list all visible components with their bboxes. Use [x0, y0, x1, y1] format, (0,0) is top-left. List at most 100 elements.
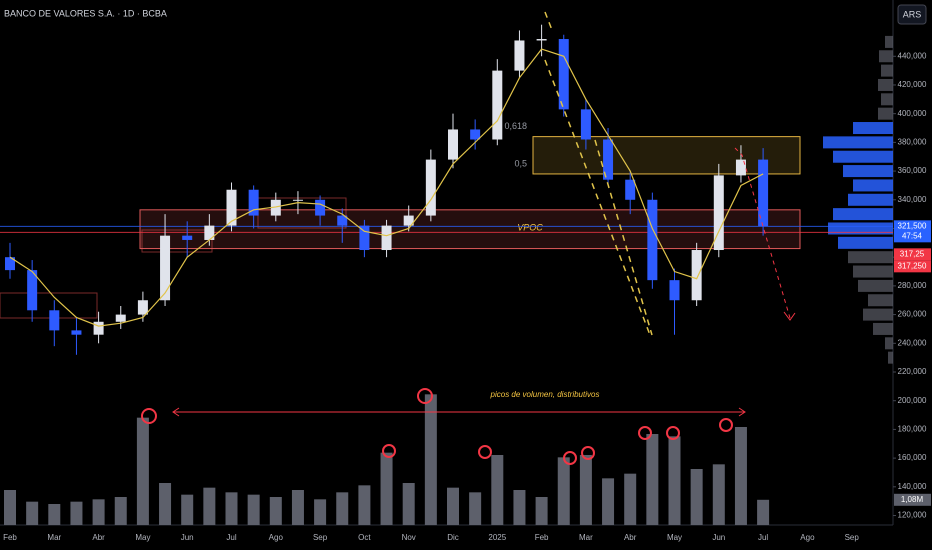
candle-body: [5, 257, 15, 271]
candle-body: [204, 225, 215, 240]
countdown: 47:54: [902, 231, 923, 240]
plot: 0,618 0,5 VPOC: [0, 24, 893, 525]
candle-body: [758, 159, 769, 227]
y-tick-label: 180,000: [898, 425, 927, 434]
x-tick-label: Jul: [758, 533, 768, 542]
volume-bar: [624, 473, 637, 525]
volume-bar: [48, 504, 61, 525]
y-tick-label: 280,000: [898, 281, 927, 290]
volume-bar: [734, 427, 747, 525]
currency-box[interactable]: [897, 4, 927, 25]
old-box: [0, 292, 98, 319]
y-tick-label: 240,000: [898, 338, 927, 347]
candle-body: [625, 179, 636, 200]
candle-body: [580, 109, 591, 140]
candle-body: [182, 235, 193, 240]
x-tick-label: Jun: [181, 533, 194, 542]
chart-title: BANCO DE VALORES S.A. · 1D · BCBA: [4, 8, 167, 18]
volume-circles: [141, 388, 733, 465]
reference-label-bg: [894, 260, 931, 273]
candle-body: [226, 189, 237, 226]
circle: [719, 418, 733, 432]
volume-bar: [114, 497, 127, 525]
candle-body: [492, 70, 503, 140]
volume-bar: [70, 501, 83, 525]
x-tick-label: Sep: [313, 533, 328, 542]
x-tick-label: Sep: [845, 533, 860, 542]
volume-bar: [203, 487, 216, 525]
y-tick-label: 140,000: [898, 482, 927, 491]
volume-label: 1,08M: [901, 495, 924, 504]
profile-bar: [848, 251, 893, 264]
profile-bar: [885, 337, 893, 350]
x-tick-label: Mar: [579, 533, 593, 542]
y-tick-label: 380,000: [898, 137, 927, 146]
profile-bar: [853, 179, 893, 192]
reference-badge-bg: [894, 248, 931, 261]
volume-bar: [92, 499, 105, 525]
profile-bar: [881, 64, 893, 77]
y-tick-label: 340,000: [898, 195, 927, 204]
candle-body: [248, 189, 259, 216]
profile-bar: [888, 351, 893, 364]
volume-bar: [668, 436, 681, 525]
zone-label: 0,5: [514, 158, 527, 168]
volume-bar: [336, 492, 349, 525]
volume-bar: [646, 434, 659, 525]
reference-label: 317,250: [898, 261, 927, 270]
profile-bar: [879, 50, 893, 63]
y-tick-label: 200,000: [898, 396, 927, 405]
volume-bar: [690, 469, 703, 525]
annotation: picos de volumen, distributivos: [490, 390, 600, 399]
candle-body: [93, 321, 104, 335]
x-tick-label: Jun: [712, 533, 725, 542]
candle-body: [71, 330, 82, 335]
volume-label-bg: [894, 493, 931, 506]
profile-bar: [868, 294, 893, 307]
volume-bar: [513, 490, 526, 525]
circle: [141, 408, 157, 424]
candle-body: [137, 300, 148, 315]
candle-body: [558, 39, 569, 110]
candle-body: [115, 314, 126, 322]
candle-body: [470, 129, 481, 140]
y-tick-label: 400,000: [898, 109, 927, 118]
volume-bar: [402, 483, 415, 525]
profile-bar: [873, 322, 893, 335]
volume-bar: [602, 478, 615, 525]
circle: [638, 426, 652, 440]
profile-bar: [833, 150, 893, 163]
x-tick-label: Abr: [92, 533, 105, 542]
x-tick-label: May: [667, 533, 682, 542]
volume-bar: [491, 455, 504, 525]
profile-bar: [878, 107, 893, 120]
candle-body: [403, 215, 414, 226]
y-tick-label: 160,000: [898, 453, 927, 462]
zone: [139, 209, 801, 250]
profile-bar: [881, 93, 893, 106]
profile-bar: [885, 35, 893, 48]
volume-bar: [4, 490, 16, 525]
candle-body: [536, 39, 547, 41]
x-tick-label: Nov: [402, 533, 416, 542]
y-tick-label: 420,000: [898, 80, 927, 89]
x-tick-label: Ago: [800, 533, 815, 542]
y-tick-label: 120,000: [898, 511, 927, 520]
candle-body: [425, 159, 436, 216]
circle: [382, 444, 396, 458]
x-tick-label: Mar: [47, 533, 61, 542]
volume-bar: [181, 494, 194, 525]
volume-bar: [447, 487, 459, 525]
profile-bar: [863, 308, 893, 321]
volume-bar: [712, 464, 725, 525]
volume-bar: [291, 490, 304, 525]
profile-bar: [853, 265, 893, 278]
profile-bar: [853, 122, 893, 135]
volume-bar: [225, 492, 238, 525]
volume-bar: [26, 501, 39, 525]
x-tick-label: Feb: [3, 533, 17, 542]
candle-body: [292, 199, 303, 201]
candle-body: [735, 159, 746, 176]
profile-bar: [833, 208, 893, 221]
